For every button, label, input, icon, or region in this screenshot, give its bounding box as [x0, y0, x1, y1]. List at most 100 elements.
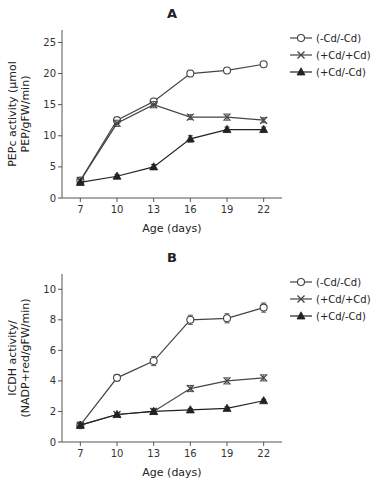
x-tick-label: 10: [111, 448, 124, 459]
y-tick: [58, 198, 62, 199]
legend-label: (+Cd/-Cd): [316, 67, 366, 78]
y-tick-label: 10: [43, 284, 56, 295]
point: [150, 407, 158, 414]
y-tick: [58, 319, 62, 320]
point: [113, 410, 121, 417]
x-tick-label: 10: [111, 204, 124, 215]
x-tick-label: 22: [257, 448, 270, 459]
panel: A710131619220510152025Age (days)PEPc act…: [6, 6, 371, 235]
point: [260, 374, 267, 381]
x-tick: [263, 442, 264, 446]
title: A: [167, 6, 177, 21]
error-bar: [261, 375, 266, 381]
point: [260, 61, 267, 68]
x-label: Age (days): [142, 222, 201, 235]
line: [80, 308, 263, 426]
plot-area: [76, 303, 267, 429]
legend-marker: [298, 279, 305, 286]
error-bar: [115, 120, 120, 126]
y-tick-label: 25: [43, 37, 56, 48]
point: [224, 377, 231, 384]
y-tick: [58, 73, 62, 74]
y-axis: [62, 274, 63, 442]
y-tick-label: 6: [50, 345, 56, 356]
line: [80, 378, 263, 425]
point: [187, 70, 194, 77]
x-tick: [80, 198, 81, 202]
legend-marker: [298, 296, 305, 303]
chart: A710131619220510152025Age (days)PEPc act…: [0, 0, 380, 488]
point: [150, 358, 157, 365]
legend-marker: [297, 68, 305, 75]
point: [76, 178, 84, 185]
x-tick-label: 7: [77, 204, 83, 215]
point: [150, 101, 157, 108]
x-tick-label: 13: [147, 204, 160, 215]
series: [76, 397, 267, 429]
point: [260, 117, 267, 124]
point: [260, 304, 267, 311]
error-bar: [115, 375, 120, 381]
x-tick: [227, 198, 228, 202]
x-tick: [117, 442, 118, 446]
error-bar: [188, 385, 193, 391]
y-label: PEP/gFW/min): [19, 76, 32, 153]
y-tick: [58, 442, 62, 443]
point: [77, 422, 84, 429]
x-tick-label: 16: [184, 204, 197, 215]
y-label: PEPc activity (µmol: [6, 61, 19, 167]
x-tick-label: 19: [221, 204, 234, 215]
x-axis: [62, 198, 282, 199]
series: [77, 101, 267, 184]
y-tick: [58, 411, 62, 412]
error-bar: [151, 102, 156, 108]
title: B: [167, 250, 177, 265]
x-tick-label: 19: [221, 448, 234, 459]
point: [260, 397, 268, 404]
legend-label: (-Cd/-Cd): [316, 33, 361, 44]
y-label: (NADP+red/gFW/min): [19, 298, 32, 417]
point: [187, 316, 194, 323]
error-bar: [188, 315, 193, 324]
x-tick: [190, 442, 191, 446]
line: [80, 401, 263, 425]
point: [114, 120, 121, 127]
y-tick-label: 0: [50, 193, 56, 204]
plot-area: [76, 61, 267, 186]
legend-marker: [297, 312, 305, 319]
error-bar: [225, 114, 230, 120]
y-tick: [58, 350, 62, 351]
y-tick: [58, 42, 62, 43]
y-tick-label: 8: [50, 314, 56, 325]
point: [186, 406, 194, 413]
legend-label: (+Cd/+Cd): [316, 294, 371, 305]
x-tick-label: 16: [184, 448, 197, 459]
legend: (-Cd/-Cd) (+Cd/+Cd) (+Cd/-Cd): [290, 33, 371, 78]
point: [113, 172, 121, 179]
x-tick-label: 7: [77, 448, 83, 459]
line: [80, 130, 263, 183]
y-tick: [58, 289, 62, 290]
panel: B710131619220246810Age (days)ICDH activi…: [6, 250, 371, 479]
x-tick: [263, 198, 264, 202]
point: [186, 135, 194, 142]
legend: (-Cd/-Cd)(+Cd/+Cd)(+Cd/-Cd): [290, 277, 371, 322]
error-bar: [188, 70, 193, 76]
y-tick: [58, 166, 62, 167]
x-label: Age (days): [142, 466, 201, 479]
error-bar: [225, 378, 230, 384]
x-tick: [190, 198, 191, 202]
x-tick-label: 13: [147, 448, 160, 459]
series: [76, 125, 267, 185]
point: [76, 421, 84, 428]
y-tick-label: 20: [43, 68, 56, 79]
line: [80, 64, 263, 180]
y-tick-label: 2: [50, 406, 56, 417]
point: [187, 114, 194, 121]
line: [80, 105, 263, 181]
series: [77, 374, 267, 428]
legend-marker: [298, 52, 305, 59]
legend-label: (+Cd/+Cd): [316, 50, 371, 61]
point: [224, 67, 231, 74]
series: [77, 303, 267, 429]
